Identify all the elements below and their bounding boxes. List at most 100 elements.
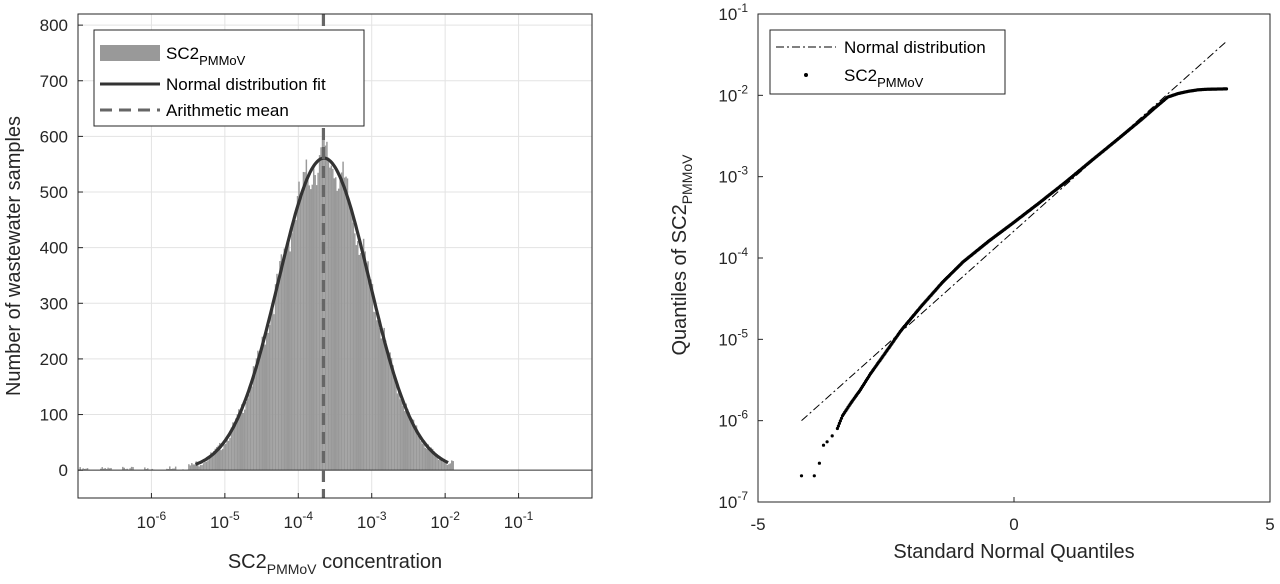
histogram-bar (208, 457, 211, 471)
histogram-bar (296, 196, 299, 471)
data-point (830, 434, 834, 438)
histogram-bar (392, 365, 394, 471)
y-tick-label: 10-7 (718, 489, 748, 512)
histogram-bar (359, 253, 362, 471)
histogram-bar (370, 279, 372, 471)
histogram-bar (428, 447, 431, 471)
histogram-bar (171, 468, 174, 471)
histogram-bar (223, 444, 225, 471)
histogram-bar (238, 409, 240, 471)
x-tick-label: 10-2 (430, 509, 460, 532)
histogram-bar (409, 418, 412, 471)
histogram-bar (199, 465, 202, 471)
histogram-bar (373, 311, 375, 471)
histogram-bar (290, 233, 293, 471)
legend: SC2PMMoV Normal distribution fit Arithmeti… (93, 29, 365, 127)
histogram-bar (202, 463, 205, 471)
histogram-bar (201, 465, 203, 471)
histogram-bar (349, 204, 352, 471)
histogram-bar (304, 172, 306, 471)
histogram-bar (132, 467, 134, 471)
y-axis-label: Number of wastewater samples (3, 116, 25, 396)
histogram-bar (315, 185, 318, 471)
histogram-bar (282, 259, 284, 471)
histogram-bar (288, 241, 290, 471)
y-tick-label: 600 (40, 127, 68, 146)
histogram-bar (104, 468, 106, 471)
histogram-bar (443, 462, 446, 471)
x-tick-label: -5 (750, 515, 765, 534)
histogram-bar (402, 405, 405, 471)
histogram-bar (151, 468, 153, 471)
histogram-bar (433, 451, 435, 471)
histogram-bar (277, 278, 280, 471)
y-tick-label: 10-3 (718, 164, 748, 187)
histogram-bar (86, 468, 89, 471)
histogram-bar (339, 177, 341, 471)
histogram-bar (352, 222, 355, 471)
histogram-bar (107, 467, 109, 471)
histogram-bar (318, 155, 321, 471)
histogram-bar (333, 178, 335, 471)
histogram-bar (242, 413, 244, 471)
histogram-bar (368, 278, 371, 471)
histogram-bar (301, 190, 303, 471)
histogram-bar (340, 172, 343, 471)
data-point (836, 424, 841, 428)
data-point (835, 426, 840, 431)
y-tick-label: 0 (59, 461, 68, 480)
normal-fit-curve (194, 156, 449, 466)
data-point (812, 474, 816, 478)
histogram-bar (442, 461, 444, 471)
y-tick-label: 800 (40, 16, 68, 35)
data-point (839, 416, 844, 420)
y-tick-label: 400 (40, 239, 68, 258)
x-axis-label: Standard Normal Quantiles (893, 541, 1134, 563)
histogram-bar (264, 344, 266, 471)
histogram-bar (283, 248, 286, 471)
histogram-bar (217, 445, 219, 471)
histogram-bar (105, 469, 108, 471)
histogram-bar (258, 354, 261, 471)
histogram-bar (224, 443, 227, 471)
histogram-bar (364, 251, 366, 471)
x-tick-label: 10-5 (210, 509, 240, 532)
y-tick-label: 10-2 (718, 82, 748, 105)
histogram-bar (260, 350, 262, 471)
legend-label: Arithmetic mean (166, 101, 289, 120)
x-tick-label: 10-4 (283, 509, 313, 532)
x-tick-label: 0 (1009, 515, 1018, 534)
histogram-bar (257, 350, 259, 471)
legend: Normal distribution SC2PMMoV (769, 29, 1006, 95)
histogram-bar (194, 464, 196, 471)
histogram-bar (381, 335, 384, 471)
histogram-bar (126, 468, 128, 471)
histogram-bar (311, 184, 313, 471)
legend-patch-swatch (100, 45, 160, 61)
histogram-bar (434, 454, 437, 471)
histogram-bar (399, 399, 402, 471)
histogram-bar (451, 460, 453, 471)
histogram-bar (292, 225, 294, 471)
histogram-bar (386, 347, 388, 471)
histogram-panel: 10-6 10-5 10-4 10-3 10-2 10-1 0 100 200 300 400 500… (3, 13, 593, 577)
data-point (817, 461, 822, 465)
histogram-bar (302, 171, 305, 471)
histogram-bar (191, 463, 193, 471)
histogram-bar (358, 254, 360, 471)
histogram-bar (393, 373, 396, 471)
legend-label: Normal distribution (844, 38, 986, 57)
histogram-bar (401, 400, 403, 471)
histogram-bar (348, 201, 350, 471)
histogram-bar (415, 425, 418, 471)
histogram-bar (233, 422, 236, 471)
histogram-bar (412, 419, 415, 471)
histogram-bar (204, 461, 206, 471)
data-point (837, 421, 842, 425)
histogram-bar (102, 468, 105, 471)
histogram-bar (79, 467, 81, 471)
legend-label: SC2PMMoV (166, 44, 246, 68)
histogram-bar (351, 213, 353, 471)
histogram-bar (367, 261, 369, 471)
